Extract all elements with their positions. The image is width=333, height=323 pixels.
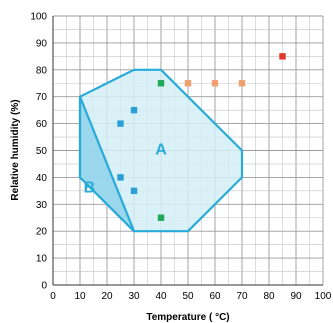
y-tick-label: 10 [36,254,48,265]
region-label-b: B [84,179,96,196]
x-tick-label: 90 [290,291,302,302]
x-tick-label: 100 [315,291,332,302]
data-point [157,214,165,221]
data-points [117,53,286,221]
data-point [130,106,138,114]
data-point [211,80,219,87]
y-tick-label: 20 [36,227,48,238]
y-tick-label: 80 [36,65,48,76]
x-tick-label: 40 [155,291,167,302]
x-tick-label: 80 [263,291,275,302]
x-tick-label: 0 [50,291,56,302]
y-tick-label: 40 [36,173,48,184]
x-tick-label: 10 [74,291,86,302]
y-tick-label: 50 [36,146,48,157]
x-tick-label: 70 [236,291,248,302]
x-axis-title: Temperature ( °C) [146,312,229,323]
y-tick-label: 30 [36,200,48,211]
region-b [78,95,136,233]
data-point [130,187,138,195]
x-tick-label: 50 [182,291,194,302]
tick-labels: 0 10 20 30 40 50 60 70 80 90 100 0 10 20 30 40 50 60 70 80 9… [30,12,331,303]
y-tick-label: 0 [41,281,47,292]
axes [52,16,323,286]
region-label-a: A [155,142,167,159]
data-point [279,53,286,60]
y-tick-label: 100 [30,12,47,23]
y-tick-label: 60 [36,119,48,130]
regions: AB [78,68,244,233]
data-point [157,80,165,87]
data-point [184,80,192,87]
x-tick-label: 60 [209,291,221,302]
x-tick-label: 20 [101,291,113,302]
y-tick-label: 70 [36,92,48,103]
data-point [117,174,124,181]
x-tick-label: 30 [128,291,140,302]
y-tick-label: 90 [36,38,48,49]
data-point [238,80,246,87]
data-point [117,120,124,127]
y-axis-title: Relative humidity (%) [10,99,21,200]
